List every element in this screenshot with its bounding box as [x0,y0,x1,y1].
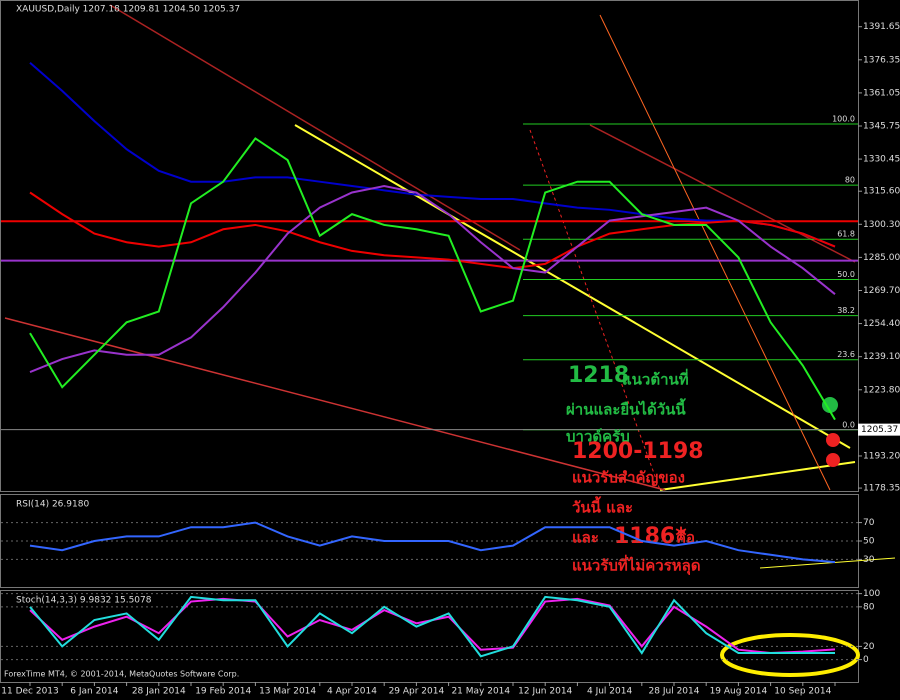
x-tick-label: 10 Sep 2014 [774,687,831,697]
fib-label: 50.0 [837,270,855,279]
fib-label: 23.6 [837,350,855,359]
series-line [29,595,836,658]
y-tick-label: 1269.70 [863,286,900,296]
x-tick-label: 28 Jul 2014 [649,687,700,697]
x-tick-label: 28 Jan 2014 [132,687,186,697]
annotation: แนวต้านที่ [622,369,689,389]
x-tick-label: 29 Apr 2014 [389,687,445,697]
fib-label: 100.0 [832,114,855,123]
x-tick-label: 6 Jan 2014 [70,687,118,697]
x-tick-label: 4 Jul 2014 [587,687,632,697]
y-tick-label: 70 [863,518,875,528]
annotation: คือ [676,529,695,547]
fib-label: 0.0 [842,420,855,429]
x-tick-label: 13 Mar 2014 [259,687,316,697]
y-tick-label: 20 [863,642,875,652]
y-tick-label: 1315.60 [863,187,900,197]
copyright: ForexTime MT4, © 2001-2014, MetaQuotes S… [4,670,239,679]
y-tick-label: 30 [863,555,875,565]
fib-label: 38.2 [837,306,855,315]
annotation: ผ่านและยืนได้วันนี้ [566,398,686,419]
y-tick-label: 1254.40 [863,319,900,329]
fib-label: 80 [845,176,855,185]
y-tick-label: 1330.45 [863,155,900,165]
panel-title: XAUUSD,Daily 1207.18 1209.81 1204.50 120… [16,5,240,15]
annotation: 1218 [568,363,629,388]
current-price-label: 1205.37 [861,425,898,435]
series-line [29,521,836,564]
annotation: บาวด์ครับ [566,428,630,446]
annotation: และ [572,529,599,547]
series-line [29,61,836,248]
series-line [29,191,836,270]
y-tick-label: 1345.75 [863,121,900,131]
y-tick-label: 0 [863,655,869,665]
y-tick-label: 80 [863,602,875,612]
y-tick-label: 1193.20 [863,451,900,461]
x-tick-label: 19 Feb 2014 [195,687,251,697]
annotation: แนวรับสำคัญของ [572,469,685,487]
y-tick-label: 1223.80 [863,385,900,395]
x-tick-label: 4 Apr 2014 [327,687,377,697]
panel-title: RSI(14) 26.9180 [16,500,89,510]
current-price-box [858,423,900,436]
panel-title: Stoch(14,3,3) 9.9832 15.5078 [16,596,152,606]
y-tick-label: 1285.00 [863,253,900,263]
panel-frames [0,0,859,683]
x-tick-label: 11 Dec 2013 [1,687,59,697]
y-tick-label: 50 [863,537,875,547]
series-line [29,184,836,373]
y-tick-label: 1376.35 [863,55,900,65]
y-tick-label: 1391.65 [863,22,900,32]
y-tick-label: 100 [863,589,880,599]
fib-label: 61.8 [837,230,855,239]
annotation: 1200-1198 [572,439,704,464]
series-line [29,137,836,421]
x-tick-label: 19 Aug 2014 [710,687,768,697]
y-tick-label: 1361.05 [863,88,900,98]
x-tick-label: 21 May 2014 [451,687,510,697]
x-tick-label: 12 Jun 2014 [518,687,572,697]
y-tick-label: 1239.10 [863,352,900,362]
annotation: วันนี้ และ [572,496,633,517]
annotation: แนวรับที่ไม่ควรหลุด [572,555,701,576]
y-tick-label: 1300.30 [863,220,900,230]
y-tick-label: 1178.35 [863,484,900,494]
